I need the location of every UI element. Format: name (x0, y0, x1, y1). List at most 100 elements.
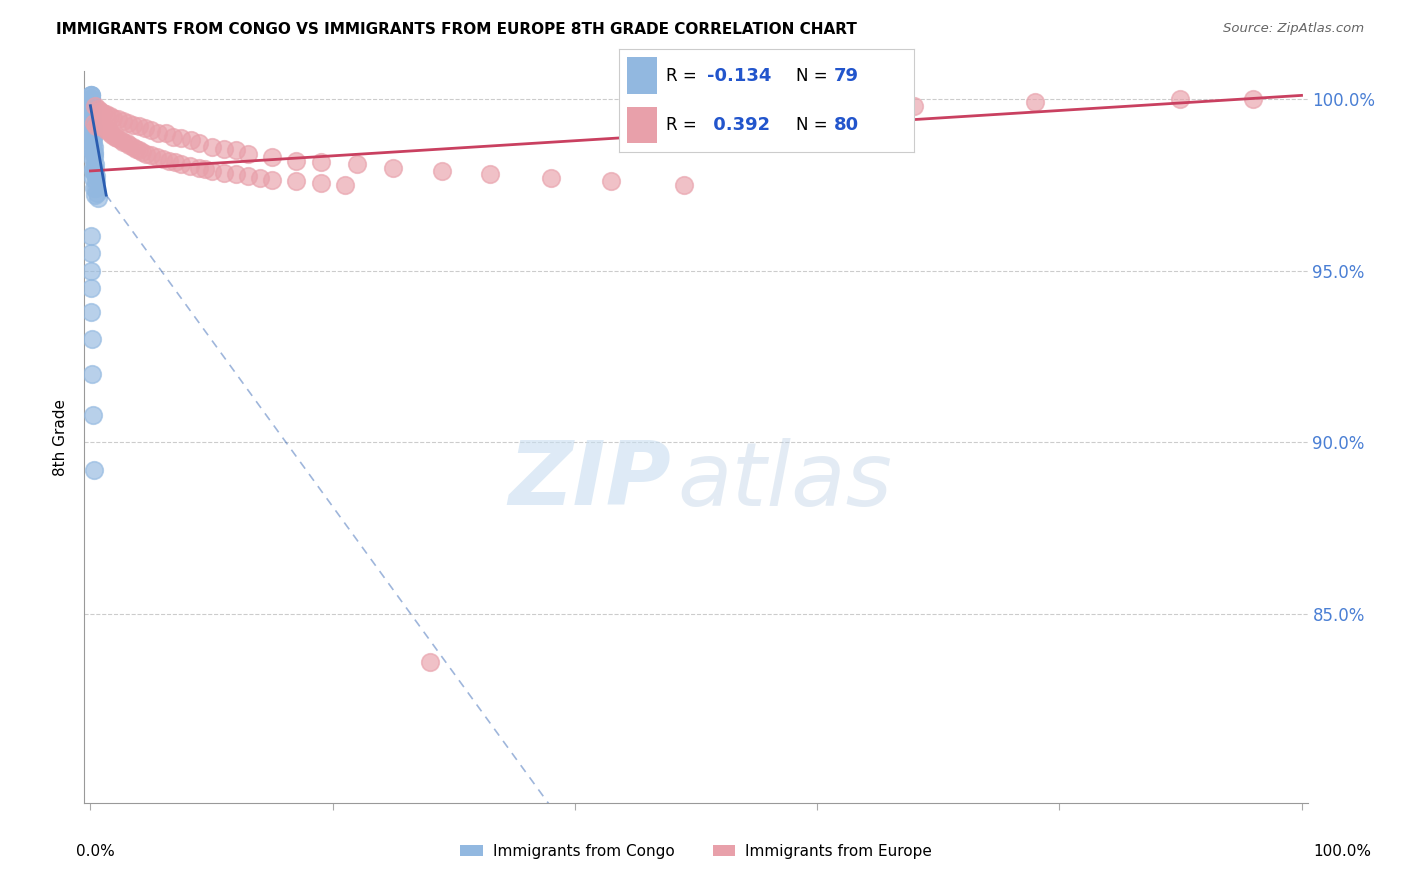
Point (179, 159, 201, 173)
Point (80, 107, 103, 121)
Point (262, 150, 284, 164)
Point (262, 172, 284, 186)
Point (80, 109, 103, 123)
Point (79, 92, 101, 106)
Point (80, 263, 103, 277)
Point (236, 169, 259, 183)
Point (84, 162, 107, 177)
Point (82, 408, 104, 422)
Point (479, 167, 502, 181)
Text: Source: ZipAtlas.com: Source: ZipAtlas.com (1223, 22, 1364, 36)
Point (146, 150, 169, 164)
Point (170, 157, 193, 171)
Point (82, 112, 104, 127)
Point (309, 155, 332, 169)
Point (128, 144, 150, 158)
Point (89, 103, 111, 118)
Point (80, 92, 103, 106)
Point (128, 120, 150, 134)
Point (125, 142, 148, 156)
Point (86, 120, 108, 134)
Point (80, 94, 103, 108)
Point (212, 166, 235, 180)
Point (82, 118, 104, 132)
Point (745, 102, 768, 116)
Text: 100.0%: 100.0% (1313, 845, 1372, 859)
Point (249, 170, 271, 185)
Point (148, 126, 170, 140)
Point (82, 131, 104, 145)
Point (80, 111, 103, 125)
Point (382, 161, 405, 175)
Point (134, 121, 156, 136)
Point (79, 95, 101, 110)
Point (80, 116, 103, 130)
Point (82, 136, 104, 151)
Point (80, 102, 103, 116)
Point (110, 133, 132, 147)
Point (80, 92, 103, 106)
Point (80, 102, 103, 116)
Point (170, 131, 193, 145)
Point (86, 102, 108, 116)
Point (80, 304, 103, 318)
Y-axis label: 8th Grade: 8th Grade (53, 399, 69, 475)
Point (83, 181, 105, 195)
Text: N =: N = (796, 67, 832, 85)
Point (89, 114, 111, 128)
Point (80, 103, 103, 118)
Point (87, 116, 110, 130)
Point (672, 178, 695, 192)
Point (82, 161, 104, 175)
Point (82, 122, 104, 136)
Point (105, 131, 128, 145)
Point (94, 121, 117, 136)
Point (165, 155, 187, 169)
Point (1024, 95, 1046, 110)
Point (285, 174, 308, 188)
Point (82, 367, 104, 381)
Point (80, 98, 103, 112)
Point (333, 178, 356, 192)
Point (80, 103, 103, 117)
Point (82, 129, 104, 144)
Point (98, 109, 121, 123)
Point (80, 104, 103, 119)
Point (80, 97, 103, 112)
Point (80, 112, 103, 127)
Point (82, 126, 104, 140)
Point (98, 126, 121, 140)
Point (115, 136, 138, 151)
Point (80, 105, 103, 120)
Point (80, 92, 103, 106)
Point (430, 164, 453, 178)
Point (112, 114, 135, 128)
Point (152, 152, 174, 166)
Point (80, 102, 103, 116)
Point (82, 164, 104, 178)
Text: R =: R = (666, 67, 702, 85)
Point (82, 144, 104, 158)
Point (135, 146, 157, 161)
Point (82, 120, 104, 134)
Point (86, 191, 108, 205)
Point (80, 281, 103, 295)
Point (212, 142, 235, 156)
Point (84, 169, 107, 183)
FancyBboxPatch shape (627, 106, 657, 144)
Point (200, 164, 222, 178)
Point (418, 655, 440, 669)
Point (84, 174, 107, 188)
Point (309, 176, 332, 190)
Point (86, 181, 108, 195)
Point (162, 129, 184, 144)
Point (121, 118, 143, 132)
Point (80, 98, 103, 112)
Text: 79: 79 (834, 67, 859, 85)
Point (82, 140, 104, 154)
Point (82, 116, 104, 130)
Point (80, 107, 103, 121)
Point (80, 94, 103, 108)
Point (903, 98, 925, 112)
Point (80, 98, 103, 112)
